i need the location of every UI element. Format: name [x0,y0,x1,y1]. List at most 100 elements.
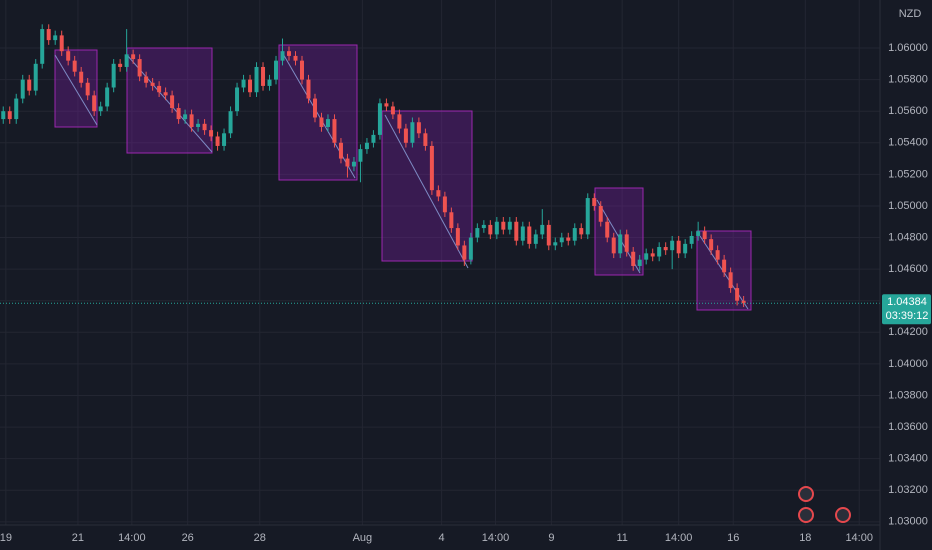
candle-body [189,114,194,127]
candle-body [507,221,512,230]
candle-body [118,63,123,67]
candle-body [85,82,90,96]
event-icon[interactable] [835,507,851,523]
x-tick-label: 11 [616,532,627,544]
last-price-tag [882,294,931,325]
candle-body [429,145,434,191]
candle-body [351,161,356,167]
candle-body [319,117,324,127]
y-tick-label: 1.03200 [888,484,928,496]
x-tick-label: 14:00 [118,532,146,544]
candle-body [209,130,214,137]
candle-body [222,133,227,146]
candle-body [7,111,12,120]
event-icon[interactable] [798,507,814,523]
candle-body [566,237,571,241]
events [798,486,851,523]
candle-body [358,149,363,162]
y-tick-label: 1.03400 [888,453,928,465]
candle-body [683,243,688,254]
candle-body [312,98,317,118]
trend-line [54,54,98,126]
candle-body [371,134,376,143]
candle-body [527,226,532,244]
candle-body [585,198,590,235]
candle-body [468,237,473,260]
candle-body [241,79,246,88]
candle-body [98,106,103,112]
candle-body [254,66,259,93]
candle-body [644,253,649,260]
x-tick-label: 4 [439,532,445,544]
candle-body [235,87,240,112]
candle-body [157,85,162,93]
candle-body [520,226,525,241]
candle-body [137,59,142,77]
candle-body [183,114,188,120]
candle-body [696,231,701,236]
candle-body [605,221,610,238]
candle-body [228,111,233,134]
candle-body [105,87,110,107]
candle-body [287,51,292,56]
candle-body [215,136,220,146]
y-tick-label: 1.05600 [888,105,928,117]
candle-body [280,51,285,61]
candle-body [715,250,720,260]
candle-body [410,122,415,143]
y-tick-label: 1.04200 [888,326,928,338]
grid [0,0,880,525]
candle-body [274,60,279,80]
candle-body [267,79,272,86]
countdown-label: 03:39:12 [886,310,929,322]
candle-body [559,237,564,243]
y-tick-label: 1.04600 [888,263,928,275]
candle-body [403,128,408,143]
candle-body [131,54,136,60]
x-tick-label: 14:00 [665,532,693,544]
candle-body [689,235,694,244]
x-tick-label: 19 [0,532,12,544]
candle-body [20,79,25,99]
candle-body [170,95,175,109]
axis-bg [880,0,932,550]
candle-body [384,103,389,107]
candle-body [124,54,129,67]
candle-body [631,251,636,266]
candle-body [455,228,460,246]
candle-body [59,35,64,52]
candle-body [572,228,577,241]
candle-body [293,55,298,61]
candle-body [735,288,740,301]
candle-body [27,79,32,91]
candle-body [1,111,6,120]
candle-body [33,63,38,91]
x-tick-label: 14:00 [482,532,510,544]
trend-line [384,114,469,269]
candle-body [144,76,149,83]
candle-body [150,82,155,86]
candle-body [663,247,668,251]
candle-body [598,205,603,222]
candle-body [670,240,675,251]
candle-body [676,240,681,254]
y-tick-label: 1.04800 [888,231,928,243]
x-tick-label: 9 [548,532,554,544]
candle-body [397,114,402,129]
y-tick-label: 1.05800 [888,74,928,86]
candle-body [650,253,655,257]
candle-body [553,242,558,246]
candle-body [325,119,330,127]
candle-body [436,190,441,197]
candle-body [364,142,369,150]
candle-body [702,231,707,240]
candle-body [494,221,499,235]
candle-body [66,51,71,61]
event-icon[interactable] [798,486,814,502]
candle-body [442,196,447,213]
x-tick-label: 28 [254,532,266,544]
x-tick-label: Aug [353,532,373,544]
candles [0,24,880,308]
